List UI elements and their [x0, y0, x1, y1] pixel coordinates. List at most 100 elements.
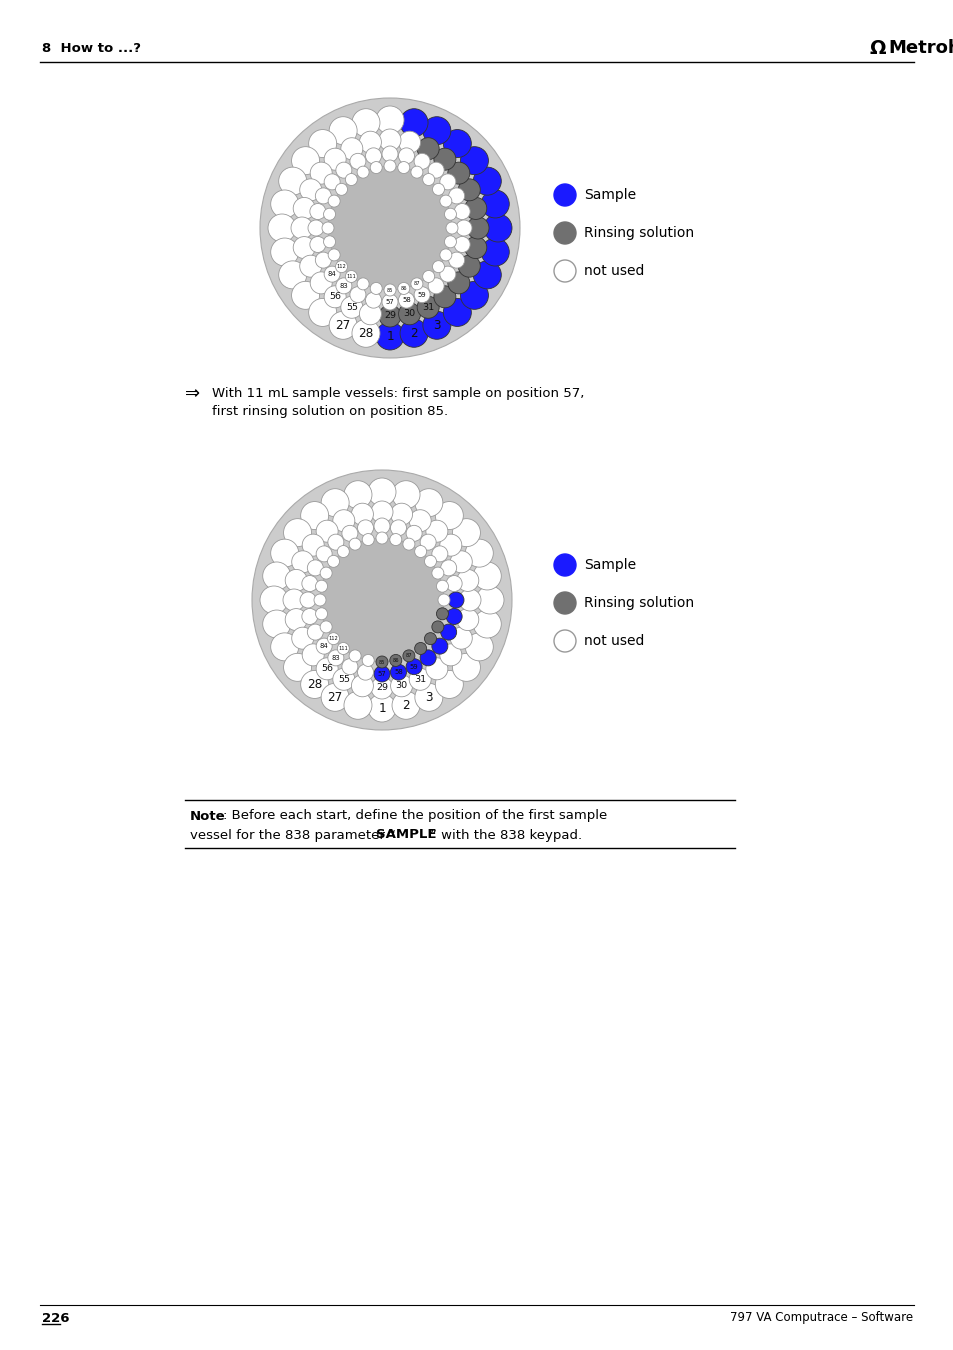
- Circle shape: [428, 278, 444, 294]
- Circle shape: [315, 608, 327, 620]
- Circle shape: [291, 217, 313, 239]
- Circle shape: [397, 162, 410, 174]
- Circle shape: [399, 320, 428, 347]
- Text: vessel for the 838 parameter “: vessel for the 838 parameter “: [190, 829, 395, 841]
- Circle shape: [447, 271, 469, 294]
- Circle shape: [473, 562, 500, 590]
- Circle shape: [452, 518, 480, 547]
- Circle shape: [440, 624, 456, 640]
- Circle shape: [310, 236, 326, 252]
- Circle shape: [448, 188, 464, 204]
- Circle shape: [456, 570, 478, 591]
- Circle shape: [460, 147, 488, 174]
- Circle shape: [359, 302, 381, 325]
- Circle shape: [299, 593, 315, 608]
- Text: 112: 112: [328, 636, 338, 641]
- Circle shape: [320, 567, 332, 579]
- Circle shape: [299, 255, 321, 277]
- Circle shape: [278, 167, 306, 196]
- Circle shape: [349, 539, 361, 551]
- Circle shape: [428, 162, 444, 178]
- Circle shape: [260, 586, 288, 614]
- Circle shape: [416, 138, 438, 159]
- Circle shape: [422, 116, 451, 144]
- Circle shape: [465, 633, 493, 662]
- Circle shape: [283, 589, 305, 612]
- Circle shape: [439, 644, 461, 666]
- Circle shape: [381, 294, 397, 310]
- Circle shape: [323, 236, 335, 248]
- Circle shape: [300, 502, 329, 529]
- Text: 31: 31: [421, 302, 434, 312]
- Circle shape: [335, 261, 347, 273]
- Text: SAMPLE: SAMPLE: [375, 829, 436, 841]
- Circle shape: [390, 520, 406, 536]
- Text: 29: 29: [375, 683, 388, 693]
- Circle shape: [345, 270, 357, 282]
- Circle shape: [271, 633, 298, 662]
- Circle shape: [432, 621, 443, 633]
- Circle shape: [371, 501, 393, 522]
- Circle shape: [375, 323, 403, 350]
- Circle shape: [439, 266, 456, 282]
- Circle shape: [450, 551, 472, 572]
- Circle shape: [315, 188, 331, 204]
- Circle shape: [365, 148, 381, 163]
- Circle shape: [375, 656, 388, 668]
- Text: 83: 83: [331, 655, 340, 662]
- Circle shape: [300, 671, 329, 698]
- Circle shape: [390, 675, 412, 697]
- Circle shape: [390, 504, 412, 525]
- Text: 57: 57: [385, 298, 394, 305]
- Circle shape: [444, 236, 456, 248]
- Text: Note: Note: [190, 810, 226, 822]
- Text: With 11 mL sample vessels: first sample on position 57,: With 11 mL sample vessels: first sample …: [212, 387, 584, 401]
- Text: 797 VA Computrace – Software: 797 VA Computrace – Software: [729, 1311, 912, 1324]
- Circle shape: [362, 655, 374, 667]
- Circle shape: [301, 609, 317, 625]
- Text: Sample: Sample: [583, 558, 636, 572]
- Circle shape: [454, 236, 470, 252]
- Circle shape: [440, 560, 456, 576]
- Circle shape: [292, 281, 319, 309]
- Text: Ω: Ω: [869, 39, 885, 58]
- Circle shape: [302, 535, 324, 556]
- Circle shape: [292, 551, 314, 572]
- Circle shape: [368, 478, 395, 506]
- Text: 86: 86: [392, 657, 398, 663]
- Circle shape: [424, 633, 436, 645]
- Circle shape: [444, 208, 456, 220]
- Circle shape: [333, 668, 355, 690]
- Circle shape: [324, 174, 340, 190]
- Circle shape: [384, 284, 395, 296]
- Circle shape: [283, 653, 312, 682]
- Circle shape: [378, 305, 400, 327]
- Circle shape: [351, 504, 373, 525]
- Circle shape: [402, 539, 415, 551]
- Circle shape: [329, 312, 356, 339]
- Circle shape: [310, 162, 332, 184]
- Circle shape: [454, 204, 470, 220]
- Circle shape: [439, 196, 452, 207]
- Circle shape: [435, 671, 463, 698]
- Circle shape: [465, 539, 493, 567]
- Circle shape: [439, 535, 461, 556]
- Text: 55: 55: [337, 675, 350, 684]
- Circle shape: [292, 147, 319, 174]
- Circle shape: [268, 215, 295, 242]
- Circle shape: [422, 312, 451, 339]
- Circle shape: [443, 130, 471, 158]
- Circle shape: [414, 154, 430, 169]
- Text: Sample: Sample: [583, 188, 636, 202]
- Circle shape: [415, 683, 442, 711]
- Circle shape: [350, 286, 366, 302]
- Circle shape: [480, 190, 509, 217]
- Circle shape: [327, 555, 339, 567]
- Circle shape: [356, 278, 369, 290]
- Circle shape: [352, 109, 379, 136]
- Circle shape: [447, 162, 469, 184]
- Circle shape: [322, 221, 334, 234]
- Circle shape: [340, 138, 362, 159]
- Circle shape: [414, 286, 430, 302]
- Circle shape: [425, 520, 447, 543]
